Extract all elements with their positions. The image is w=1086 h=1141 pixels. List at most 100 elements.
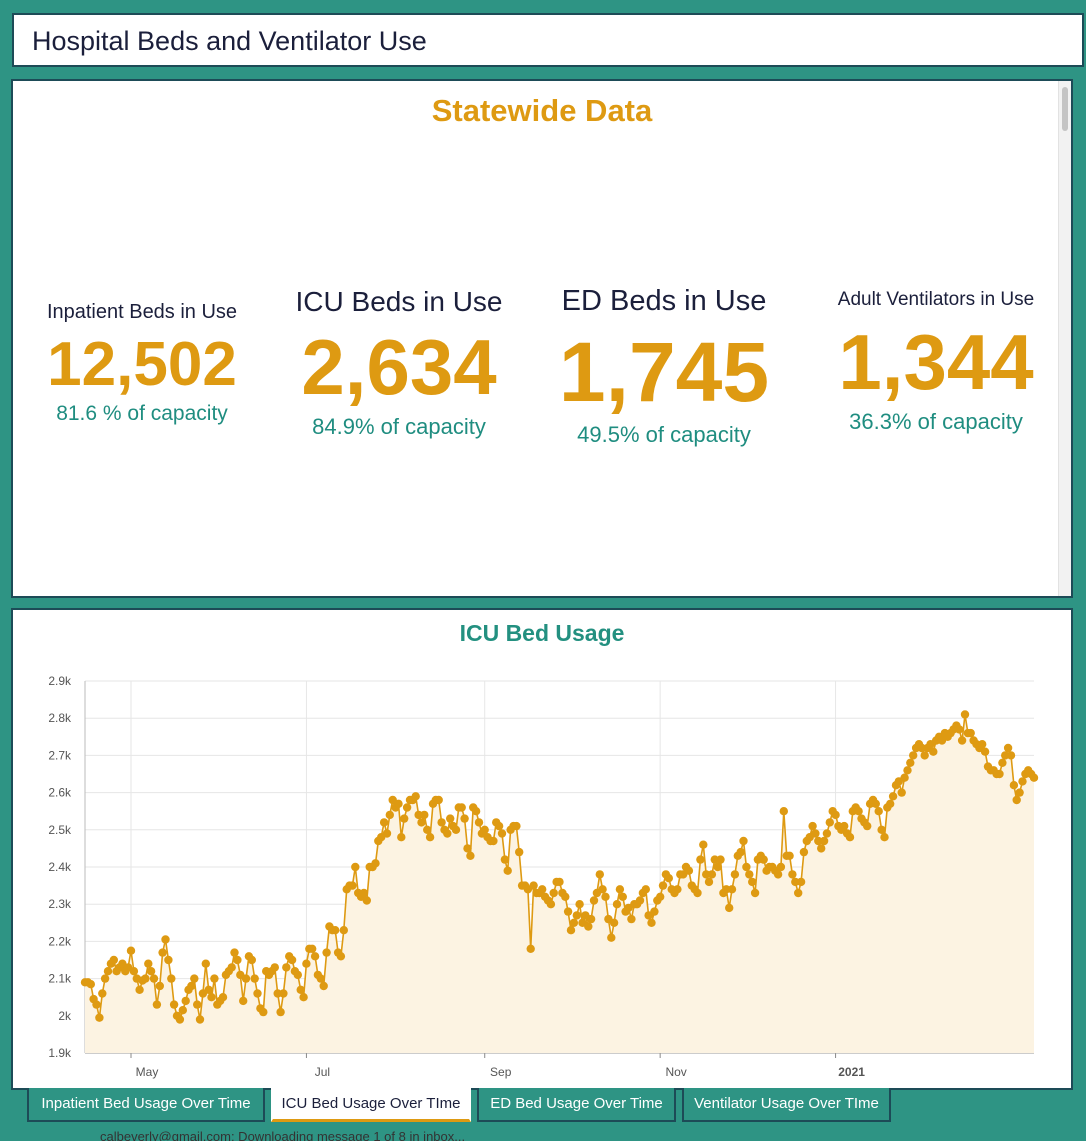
data-point (929, 747, 938, 756)
data-point (966, 728, 975, 738)
data-point (906, 758, 915, 767)
window-title-bar: Hospital Beds and Ventilator Use (12, 13, 1084, 67)
data-point (204, 985, 213, 994)
data-point (308, 944, 317, 953)
x-tick-label: 2021 (838, 1065, 865, 1079)
data-point (296, 985, 305, 994)
data-point (158, 948, 167, 957)
stat-capacity: 36.3% of capacity (849, 409, 1023, 434)
data-point (647, 918, 656, 927)
data-point (126, 946, 136, 955)
data-point (471, 807, 481, 816)
data-point (195, 1015, 205, 1024)
stat-value: 12,502 (47, 330, 237, 399)
data-point (1015, 788, 1024, 797)
data-point (725, 903, 734, 913)
data-point (109, 955, 119, 965)
data-point (169, 1000, 179, 1009)
data-point (164, 955, 173, 965)
data-point (1009, 781, 1019, 790)
data-point (250, 974, 259, 983)
stat-inpatient-beds: Inpatient Beds in Use 12,502 81.6 % of c… (33, 301, 251, 426)
data-point (155, 981, 164, 991)
data-point (566, 926, 576, 935)
data-point (704, 877, 714, 887)
data-point (886, 799, 895, 808)
data-point (561, 892, 570, 901)
data-point (385, 810, 394, 820)
data-point (494, 821, 504, 831)
data-point (411, 792, 420, 801)
data-point (201, 959, 210, 968)
data-point (233, 955, 242, 965)
data-point (995, 769, 1004, 779)
stat-value: 1,745 (558, 325, 770, 419)
data-point (759, 855, 768, 864)
data-point (451, 825, 461, 834)
data-point (635, 896, 645, 905)
data-point (854, 807, 863, 816)
y-tick-label: 1.9k (48, 1046, 72, 1060)
data-point (95, 1013, 104, 1022)
y-tick-label: 2.9k (48, 674, 72, 688)
data-point (526, 944, 535, 953)
data-point (563, 907, 573, 916)
panel-scrollbar[interactable] (1058, 81, 1071, 596)
stat-value: 2,634 (301, 323, 497, 411)
data-point (589, 896, 599, 905)
data-point (877, 825, 886, 834)
icu-bed-usage-chart-panel: ICU Bed Usage 1.9k 2k 2.1k 2.2k 2.3k 2.4k 2.5k… (11, 608, 1073, 1090)
data-point (175, 1015, 185, 1024)
data-point (707, 870, 717, 879)
tab-icu-bed-usage[interactable]: ICU Bed Usage Over TIme (271, 1088, 471, 1122)
data-point (181, 996, 190, 1006)
data-point (796, 877, 806, 887)
icu-bed-usage-chart: 1.9k 2k 2.1k 2.2k 2.3k 2.4k 2.5k 2.6k 2.7k 2.8k 2.… (48, 674, 1039, 1079)
stat-label: Inpatient Beds in Use (46, 301, 238, 323)
data-point (730, 870, 740, 879)
data-point (397, 833, 406, 842)
data-point (149, 974, 159, 983)
data-point (144, 959, 153, 968)
data-point (210, 974, 219, 983)
data-point (98, 989, 107, 998)
data-point (897, 788, 906, 797)
y-tick-label: 2.3k (48, 897, 72, 911)
y-tick-label: 2.2k (48, 934, 72, 948)
data-point (463, 844, 472, 853)
data-point (748, 877, 757, 887)
data-point (791, 877, 800, 887)
data-point (980, 747, 990, 756)
stat-capacity: 81.6 % of capacity (56, 402, 228, 425)
y-tick-label: 2.4k (48, 860, 72, 874)
data-point (316, 974, 325, 983)
data-point (423, 825, 432, 834)
scrollbar-thumb[interactable] (1062, 87, 1068, 131)
x-tick-label: Nov (665, 1065, 686, 1079)
data-point (799, 847, 809, 857)
stat-capacity: 49.5% of capacity (577, 422, 751, 447)
tab-ventilator-usage[interactable]: Ventilator Usage Over TIme (682, 1088, 891, 1122)
data-point (382, 829, 392, 838)
data-point (538, 885, 547, 894)
data-point (178, 1006, 187, 1015)
data-point (474, 818, 484, 827)
data-point (402, 803, 412, 812)
data-point (811, 829, 820, 838)
data-point (1003, 743, 1013, 753)
data-point (612, 900, 622, 909)
data-point (736, 847, 745, 857)
data-point (903, 766, 912, 775)
data-point (86, 980, 96, 989)
data-point (92, 1000, 101, 1009)
data-point (586, 914, 596, 924)
data-point (776, 862, 786, 872)
data-point (241, 974, 251, 983)
data-point (425, 833, 435, 842)
data-point (1001, 751, 1010, 760)
tab-inpatient-bed-usage[interactable]: Inpatient Bed Usage Over Time (27, 1088, 265, 1122)
data-point (713, 862, 722, 872)
data-point (656, 892, 665, 901)
tab-ed-bed-usage[interactable]: ED Bed Usage Over Time (477, 1088, 676, 1122)
data-point (569, 918, 579, 927)
